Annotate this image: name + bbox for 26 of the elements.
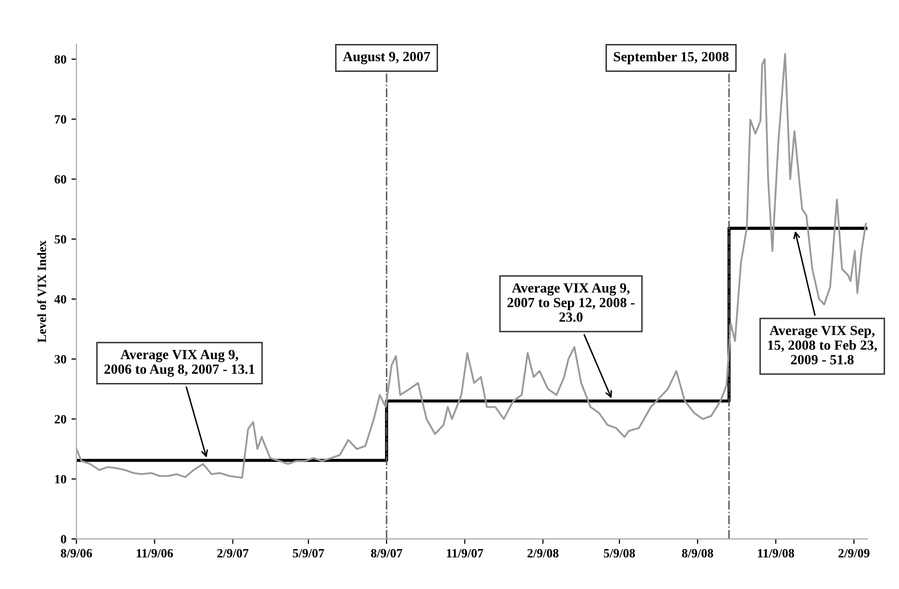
ref-line-label: August 9, 2007 (342, 52, 430, 64)
x-tick-label: 11/9/06 (136, 549, 173, 558)
y-tick-label: 50 (54, 235, 66, 244)
x-tick-label: 8/9/08 (682, 549, 714, 558)
annotation: Average VIX Aug 9, 2007 to Sep 12, 2008 - 23.0 (507, 283, 634, 322)
y-tick-label: 70 (54, 115, 66, 124)
x-tick-label: 2/9/08 (527, 549, 558, 558)
y-tick-label: 0 (60, 534, 66, 544)
x-tick-label: 2/9/09 (838, 549, 870, 558)
x-tick-label: 11/9/08 (758, 549, 794, 558)
x-tick-label: 11/9/07 (447, 549, 484, 558)
x-tick-label: 5/9/08 (604, 549, 635, 558)
y-tick-label: 60 (54, 175, 66, 184)
y-tick-label: 80 (54, 55, 66, 64)
x-tick-label: 8/9/06 (60, 549, 92, 558)
y-tick-label: 40 (54, 295, 66, 304)
y-tick-label: 30 (54, 355, 66, 364)
y-tick-label: 10 (55, 474, 66, 484)
annotation: Average VIX Aug 9, 2006 to Aug 8, 2007 - 13.1 (104, 350, 254, 377)
x-tick-label: 2/9/07 (217, 549, 248, 558)
x-tick-label: 5/9/07 (292, 549, 324, 558)
annotation: Average VIX Sep, 15, 2008 to Feb 23, 2009 - 51.8 (768, 326, 877, 364)
x-tick-label: 8/9/07 (371, 549, 402, 558)
y-tick-label: 20 (54, 415, 66, 424)
y-axis-title: Level of VIX Index (37, 240, 46, 342)
ref-line-label: September 15, 2008 (614, 52, 729, 64)
